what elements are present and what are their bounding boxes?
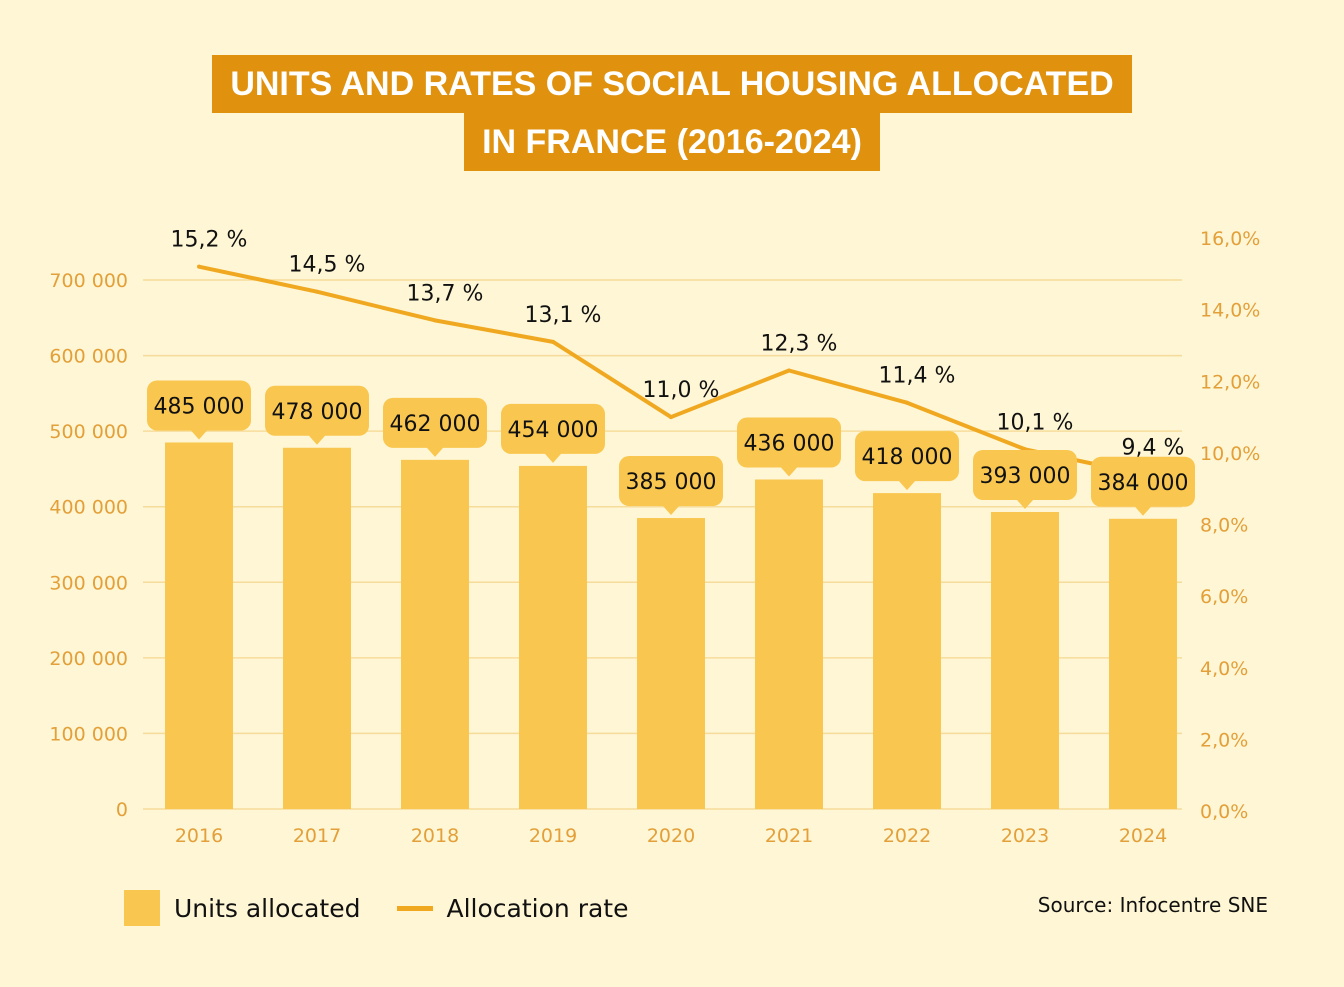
bar-value-label: 384 000 (1098, 471, 1189, 496)
rate-label: 11,4 % (879, 364, 956, 389)
rate-point (197, 264, 201, 269)
x-tick-label: 2024 (1119, 825, 1167, 847)
right-tick-label: 0,0% (1200, 801, 1248, 823)
chart-title-line2: IN FRANCE (2016-2024) (464, 113, 880, 171)
rate-point (433, 318, 437, 323)
bar (519, 465, 587, 809)
left-tick-label: 200 000 (49, 648, 128, 670)
legend-line-swatch (396, 905, 433, 911)
value-callout (147, 380, 251, 440)
value-callout (619, 456, 723, 516)
rate-point (315, 289, 319, 294)
bar-value-label: 436 000 (744, 432, 835, 457)
right-tick-label: 8,0% (1200, 515, 1248, 537)
rate-label: 10,1 % (997, 410, 1074, 435)
bar (637, 518, 705, 809)
legend-units: Units allocated (124, 890, 361, 926)
right-tick-label: 14,0% (1200, 300, 1260, 322)
rate-label: 14,5 % (289, 253, 366, 278)
rate-label: 13,7 % (407, 281, 484, 306)
legend-rate-label: Allocation rate (446, 893, 629, 923)
value-callout (383, 397, 487, 457)
rate-label: 11,0 % (643, 378, 720, 403)
right-tick-label: 10,0% (1200, 443, 1260, 465)
x-tick-label: 2023 (1001, 825, 1049, 847)
bar (283, 447, 351, 809)
rate-label: 9,4 % (1122, 435, 1185, 460)
legend: Units allocated Allocation rate (124, 890, 628, 926)
bar (873, 493, 941, 809)
right-tick-label: 16,0% (1200, 228, 1260, 250)
bar (991, 512, 1059, 809)
left-tick-label: 600 000 (49, 346, 128, 368)
rate-label: 12,3 % (761, 332, 838, 357)
left-tick-label: 700 000 (49, 270, 128, 292)
rate-point (787, 368, 791, 373)
bar-value-label: 385 000 (626, 470, 717, 495)
rate-line (198, 264, 1144, 477)
bar-value-label: 418 000 (862, 445, 953, 470)
left-tick-label: 300 000 (49, 572, 128, 594)
rate-point (551, 339, 555, 344)
bar-value-label: 478 000 (272, 400, 363, 425)
source-note: Source: Infocentre SNE (1037, 893, 1268, 917)
value-callout (501, 403, 605, 463)
bar (1109, 518, 1177, 809)
right-tick-label: 6,0% (1200, 586, 1248, 608)
value-callout (737, 417, 841, 477)
bar-value-label: 454 000 (508, 418, 599, 443)
right-tick-label: 2,0% (1200, 729, 1248, 751)
left-tick-label: 100 000 (49, 723, 128, 745)
x-tick-label: 2022 (883, 825, 931, 847)
value-callout (265, 385, 369, 445)
title-row-2: IN FRANCE (2016-2024) (0, 113, 1344, 171)
x-tick-label: 2021 (765, 825, 813, 847)
title-row-1: UNITS AND RATES OF SOCIAL HOUSING ALLOCA… (0, 55, 1344, 113)
chart-title-line1: UNITS AND RATES OF SOCIAL HOUSING ALLOCA… (212, 55, 1132, 113)
right-tick-label: 4,0% (1200, 658, 1248, 680)
bar (401, 459, 469, 809)
rate-point (669, 415, 673, 420)
right-tick-label: 12,0% (1200, 371, 1260, 393)
bar-value-label: 485 000 (154, 394, 245, 419)
legend-bar-swatch (124, 890, 160, 926)
legend-rate: Allocation rate (396, 893, 629, 923)
value-callout (855, 431, 959, 491)
x-tick-label: 2018 (411, 825, 459, 847)
value-callout (973, 450, 1077, 510)
left-tick-label: 400 000 (49, 497, 128, 519)
rate-label: 15,2 % (171, 228, 248, 253)
bar (755, 479, 823, 809)
x-tick-label: 2019 (529, 825, 577, 847)
left-tick-label: 500 000 (49, 421, 128, 443)
bar-value-label: 462 000 (390, 412, 481, 437)
value-callout (1091, 456, 1195, 516)
x-tick-label: 2020 (647, 825, 695, 847)
bar (165, 442, 233, 809)
legend-units-label: Units allocated (174, 893, 361, 923)
x-tick-label: 2016 (175, 825, 223, 847)
bar-value-label: 393 000 (980, 464, 1071, 489)
rate-label: 13,1 % (525, 303, 602, 328)
x-tick-label: 2017 (293, 825, 341, 847)
rate-point (905, 400, 909, 405)
left-tick-label: 0 (116, 799, 128, 821)
